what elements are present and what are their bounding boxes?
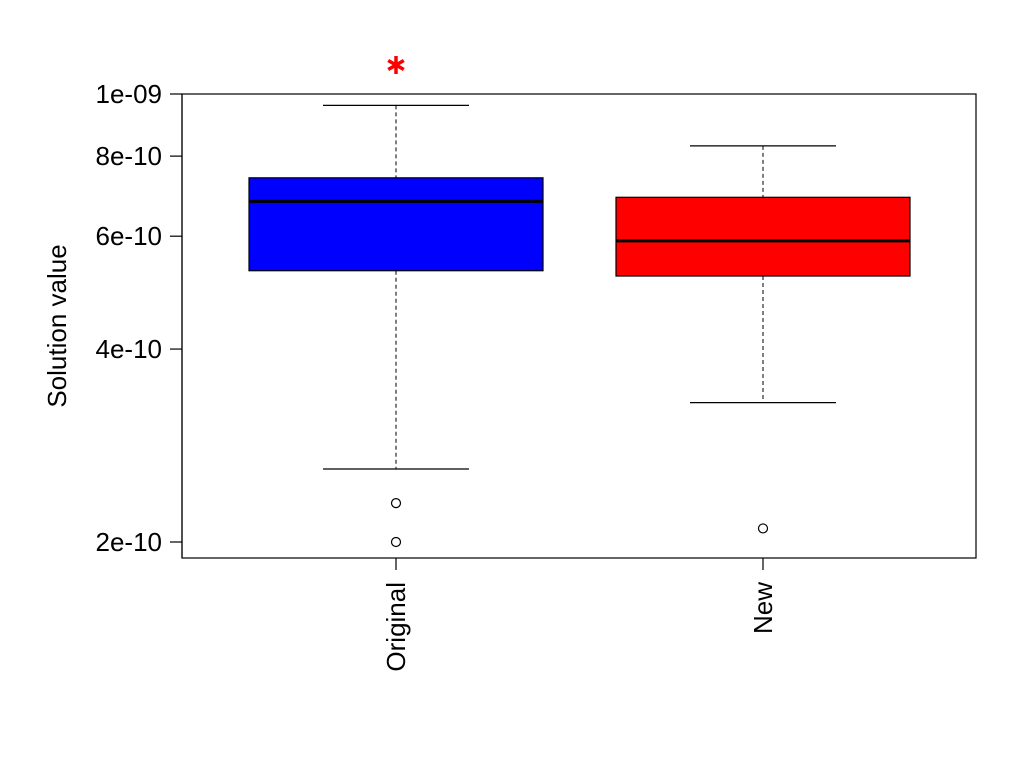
- significance-asterisk-icon: [387, 56, 405, 74]
- y-tick-label: 4e-10: [96, 334, 163, 364]
- plot-frame: [181, 93, 977, 559]
- y-axis: 2e-10 4e-10 6e-10 8e-10 1e-09: [96, 79, 183, 558]
- x-axis: Original New: [381, 558, 778, 672]
- y-tick-label: 1e-09: [96, 79, 163, 109]
- y-tick-label: 2e-10: [96, 527, 163, 557]
- significance-markers: [387, 56, 405, 74]
- asterisk-stroke: [387, 58, 405, 72]
- outlier-point: [757, 523, 769, 534]
- x-tick-label: New: [748, 582, 778, 634]
- x-tick-label: Original: [381, 582, 411, 672]
- box-iqr: [615, 196, 911, 277]
- y-tick-label: 8e-10: [96, 141, 163, 171]
- outlier-point: [390, 497, 402, 509]
- y-tick-label: 6e-10: [96, 221, 163, 251]
- box-iqr: [248, 177, 544, 272]
- box-series: [248, 104, 911, 548]
- y-axis-title: Solution value: [42, 244, 72, 407]
- outlier-point: [390, 536, 402, 548]
